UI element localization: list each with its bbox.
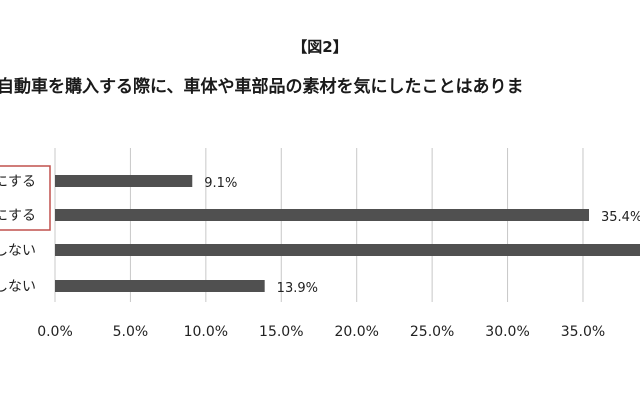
figure-title: 【図2】 bbox=[292, 38, 348, 56]
data-label: 35.4% bbox=[601, 210, 640, 225]
category-label: にする bbox=[0, 208, 36, 224]
bar bbox=[55, 280, 265, 292]
x-tick-label: 25.0% bbox=[410, 324, 454, 340]
chart-question: で自動車を購入する際に、車体や車部品の素材を気にしたことはありま bbox=[0, 77, 524, 97]
data-label: 13.9% bbox=[277, 281, 318, 296]
x-tick-label: 35.0% bbox=[561, 324, 605, 340]
bar bbox=[55, 209, 590, 221]
data-label: 9.1% bbox=[204, 176, 237, 191]
x-tick-label: 30.0% bbox=[485, 324, 529, 340]
x-tick-label: 5.0% bbox=[113, 324, 149, 340]
x-tick-label: 20.0% bbox=[334, 324, 378, 340]
category-label: しない bbox=[0, 243, 36, 259]
category-label: しない bbox=[0, 279, 36, 295]
category-label: にする bbox=[0, 174, 36, 190]
x-tick-label: 0.0% bbox=[37, 324, 73, 340]
bar bbox=[55, 175, 193, 187]
x-tick-label: 10.0% bbox=[184, 324, 228, 340]
category-highlight-box bbox=[0, 165, 51, 231]
x-tick-label: 15.0% bbox=[259, 324, 303, 340]
bar bbox=[55, 244, 640, 256]
